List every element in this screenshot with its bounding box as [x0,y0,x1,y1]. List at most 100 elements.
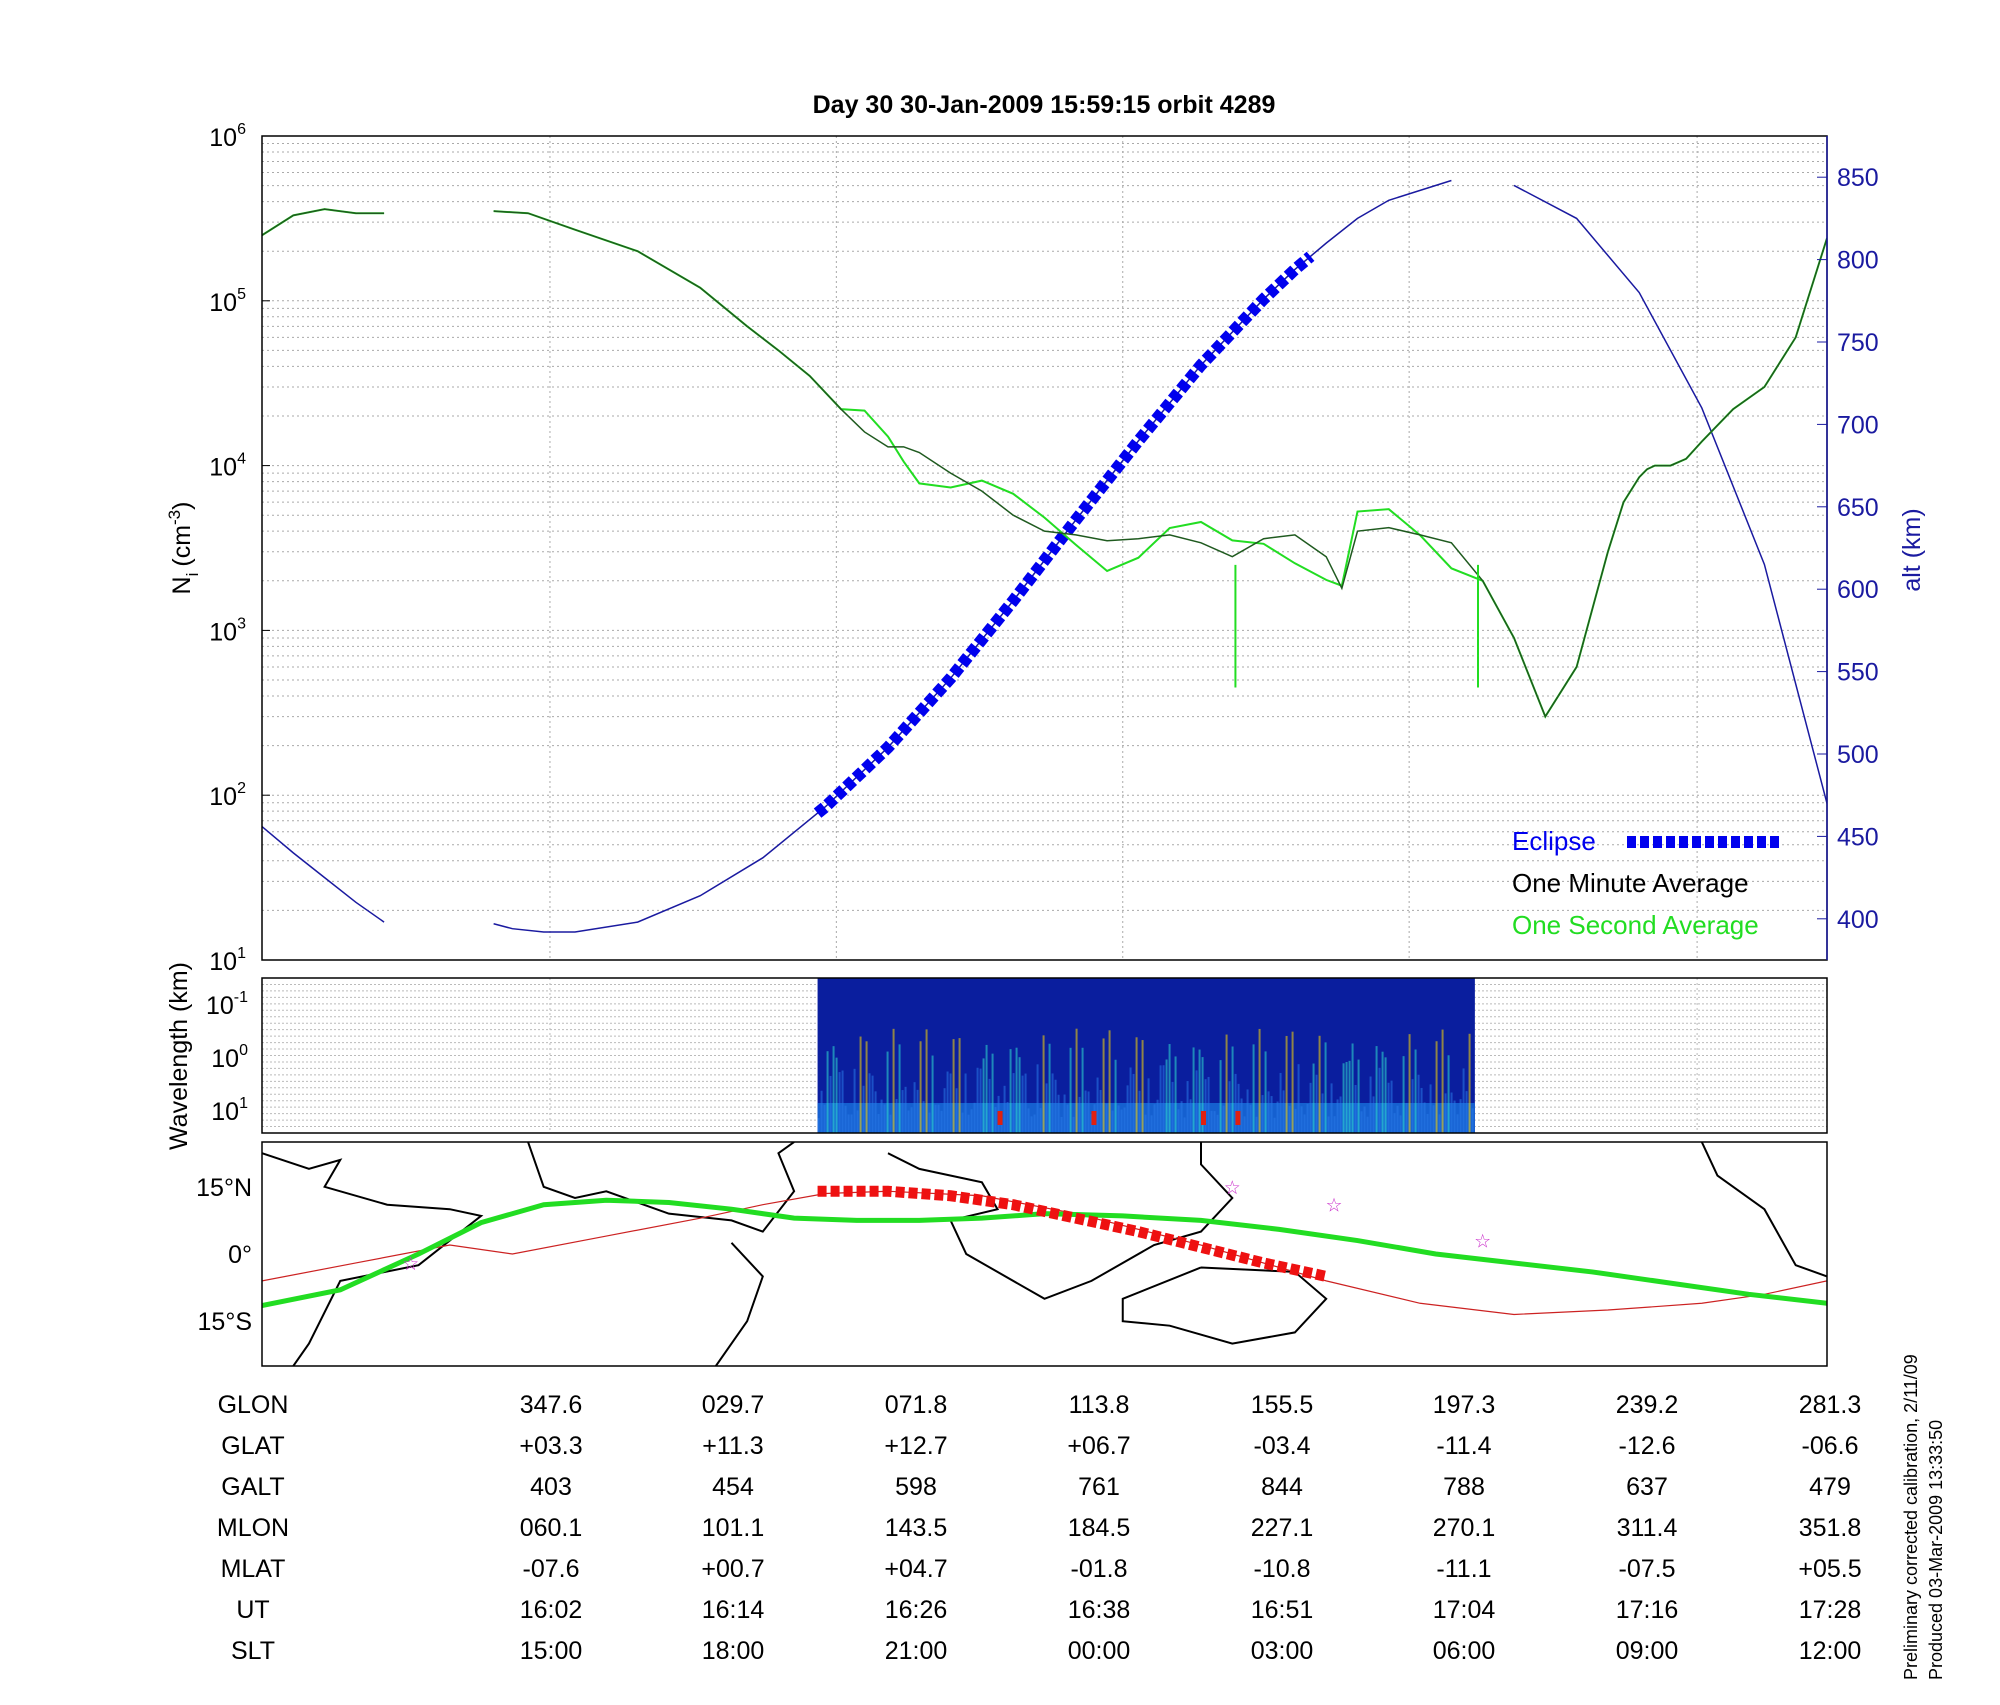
y2-tick-label: 450 [1837,823,1879,851]
spectrogram-column [1219,1060,1222,1133]
spectrogram-column [907,1110,910,1133]
spectrogram-column [1153,1104,1156,1133]
spectrogram-peak [1201,1111,1206,1125]
table-cell: 16:14 [702,1596,765,1624]
one-minute-line-segment-2 [493,210,1827,719]
spectrogram-column [1468,1033,1471,1133]
table-cell: 03:00 [1251,1637,1314,1665]
table-cell: 060.1 [520,1514,583,1542]
table-cell: 113.8 [1069,1391,1130,1419]
spectrogram-column [1456,1114,1459,1133]
spectrogram-column [1327,1116,1330,1133]
spectrogram-column [1333,1116,1336,1133]
spectrogram-column [1324,1042,1327,1133]
y-tick-label: 104 [209,451,246,482]
spectrogram-column [1069,1047,1072,1133]
spectrogram-column [1336,1099,1339,1133]
spectrogram-column [1399,1115,1402,1133]
spec-y-tick-base: 10 [206,992,234,1020]
spectrogram-column [859,1036,862,1133]
table-cell: 071.8 [885,1391,948,1419]
table-cell: 12:00 [1799,1637,1862,1665]
spectrogram-column [916,1089,919,1133]
spectrogram-column [1420,1087,1423,1133]
map-frame [261,1141,1828,1367]
spectrogram-column [1246,1089,1249,1133]
spectrogram-column [1117,1105,1120,1133]
spectrogram-column [1060,1116,1063,1133]
spectrogram-column [1441,1029,1444,1133]
spectrogram-column [1360,1111,1363,1133]
spectrogram-column [1450,1092,1453,1133]
density-y-label-unit: (cm [168,525,196,567]
spectrogram-column [1123,1107,1126,1133]
spectrogram-column [955,1088,958,1133]
spectrogram-column [1189,1099,1192,1133]
spectrogram-column [1105,1103,1108,1133]
table-cell: 351.8 [1799,1514,1862,1542]
table-cell: 16:26 [885,1596,948,1624]
density-y-label-subscript: i [183,573,202,577]
table-cell: -10.8 [1254,1555,1311,1583]
spectrogram-column [1282,1090,1285,1133]
table-cell: -07.6 [523,1555,580,1583]
spectrogram-column [1198,1049,1201,1133]
spectrogram-column [1285,1035,1288,1133]
table-cell: 18:00 [702,1637,765,1665]
table-cell: 155.5 [1251,1391,1314,1419]
spectrogram-column [1384,1057,1387,1133]
spectrogram-column [1018,1057,1021,1133]
density-series [262,179,1827,933]
table-cell: +05.5 [1798,1555,1861,1583]
spec-y-tick-exponent: 1 [239,1095,248,1112]
spectrogram-column [937,1104,940,1133]
spectrogram-column [1138,1090,1141,1133]
orbit-parameter-table: GLON GLAT GALT MLON MLAT UT SLT 347.6 +03.3 403 06… [217,1391,1862,1665]
legend-one-second-label: One Second Average [1512,910,1759,940]
spectrogram-heatmap [817,978,1475,1133]
spectrogram-column [1225,1034,1228,1133]
spectrogram-column [1444,1093,1447,1133]
spectrogram-column [1186,1081,1189,1133]
spectrogram-column [1213,1111,1216,1133]
spectrogram-column [1108,1030,1111,1133]
spectrogram-column [931,1055,934,1133]
world-map-coastlines [262,1142,1827,1366]
spectrogram-column [988,1078,991,1133]
spectrogram-column [949,1073,952,1133]
spectrogram-column [1414,1049,1417,1133]
spectrogram-column [1279,1072,1282,1133]
spectrogram-column [1015,1047,1018,1133]
table-cell: 197.3 [1433,1391,1496,1419]
table-cell: +04.7 [884,1555,947,1583]
table-row-label: GLAT [221,1432,284,1460]
spectrogram-column [868,1073,871,1133]
spectrogram-column [1318,1035,1321,1133]
spectrogram-column [823,1104,826,1133]
spectrogram-peak [997,1111,1003,1125]
spectrogram-column [820,1090,823,1133]
table-cell: 15:00 [520,1637,583,1665]
table-row-label: UT [236,1596,269,1624]
spectrogram-column [1141,1040,1144,1133]
spectrogram-column [1051,1073,1054,1133]
spectrogram-column [1396,1105,1399,1133]
y2-tick-label: 850 [1837,164,1879,192]
spectrogram-column [1276,1101,1279,1133]
spectrogram-column [1438,1114,1441,1133]
spectrogram-column [964,1073,967,1133]
density-y-label-symbol: N [168,576,196,594]
spectrogram-column [1102,1038,1105,1133]
y2-tick-label: 800 [1837,247,1879,275]
table-cell: 844 [1261,1473,1303,1501]
spectrogram-column [1402,1056,1405,1133]
table-row-label: MLON [217,1514,289,1542]
spectrogram-column [1150,1115,1153,1133]
spectrogram-column [838,1072,841,1133]
spectrogram-column [847,1114,850,1133]
spectrogram-column [1159,1065,1162,1133]
table-cell: +12.7 [884,1432,947,1460]
spectrogram-column [1111,1110,1114,1133]
altitude-line-segment-2 [493,179,1452,933]
